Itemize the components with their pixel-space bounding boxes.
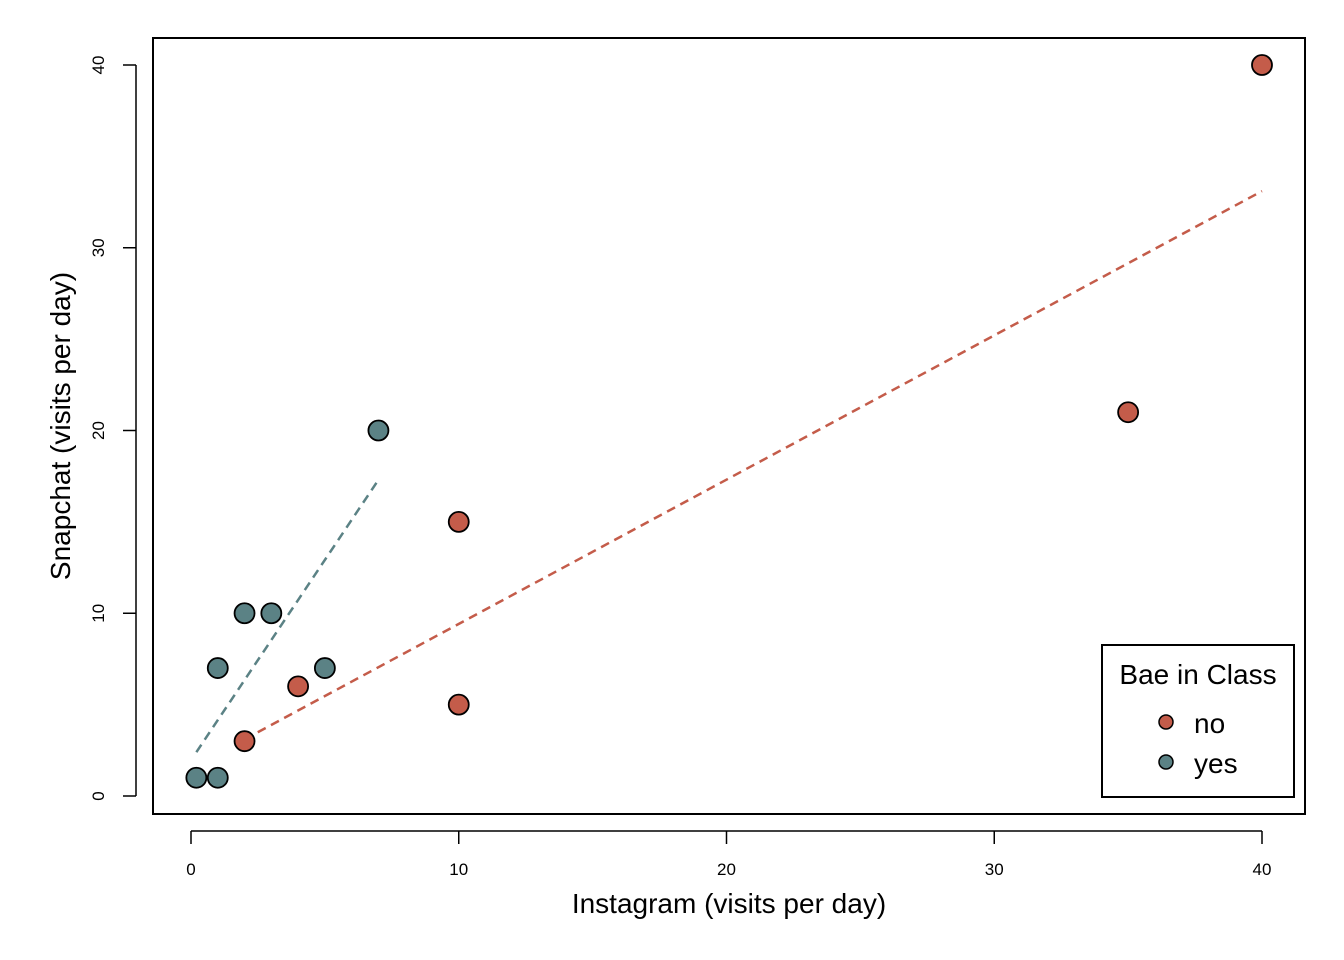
fit-line-no (243, 189, 1263, 741)
legend-label-no: no (1194, 708, 1225, 739)
plot-frame (152, 37, 1306, 815)
y-axis-title: Snapchat (visits per day) (45, 272, 76, 580)
x-axis-title: Instagram (visits per day) (572, 888, 886, 919)
data-point-no (1117, 401, 1140, 424)
data-points (185, 54, 1273, 789)
data-point-yes (313, 657, 336, 679)
y-tick-label: 20 (89, 421, 108, 440)
x-axis-ticks: 0 10 20 30 40 (186, 831, 1271, 879)
legend-label-yes: yes (1194, 748, 1238, 779)
legend-marker-no (1158, 714, 1174, 730)
x-tick-label: 20 (717, 860, 736, 879)
data-point-yes (206, 657, 229, 679)
legend-items: no yes (1158, 708, 1238, 779)
data-point-no (233, 730, 256, 753)
fit-line-yes (195, 479, 380, 753)
data-point-yes (233, 602, 256, 625)
fit-lines (195, 189, 1263, 753)
x-tick-label: 40 (1253, 860, 1272, 879)
data-point-no (1251, 54, 1273, 76)
data-point-yes (185, 766, 208, 789)
data-point-no (447, 510, 470, 533)
data-point-yes (367, 419, 390, 442)
x-tick-label: 10 (449, 860, 468, 879)
y-tick-label: 40 (89, 56, 108, 75)
y-axis-ticks: 0 10 20 30 40 (89, 56, 136, 801)
x-tick-label: 0 (186, 860, 195, 879)
y-tick-label: 0 (89, 791, 108, 800)
legend-box (1101, 644, 1295, 798)
data-point-no (447, 693, 470, 716)
legend-title: Bae in Class (1119, 659, 1276, 690)
data-point-yes (260, 602, 283, 625)
x-tick-label: 30 (985, 860, 1004, 879)
y-tick-label: 10 (89, 604, 108, 623)
y-tick-label: 30 (89, 238, 108, 257)
data-point-no (287, 675, 310, 698)
legend-marker-yes (1158, 754, 1174, 770)
data-point-yes (206, 766, 229, 789)
legend: Bae in Class no yes (1101, 644, 1295, 798)
